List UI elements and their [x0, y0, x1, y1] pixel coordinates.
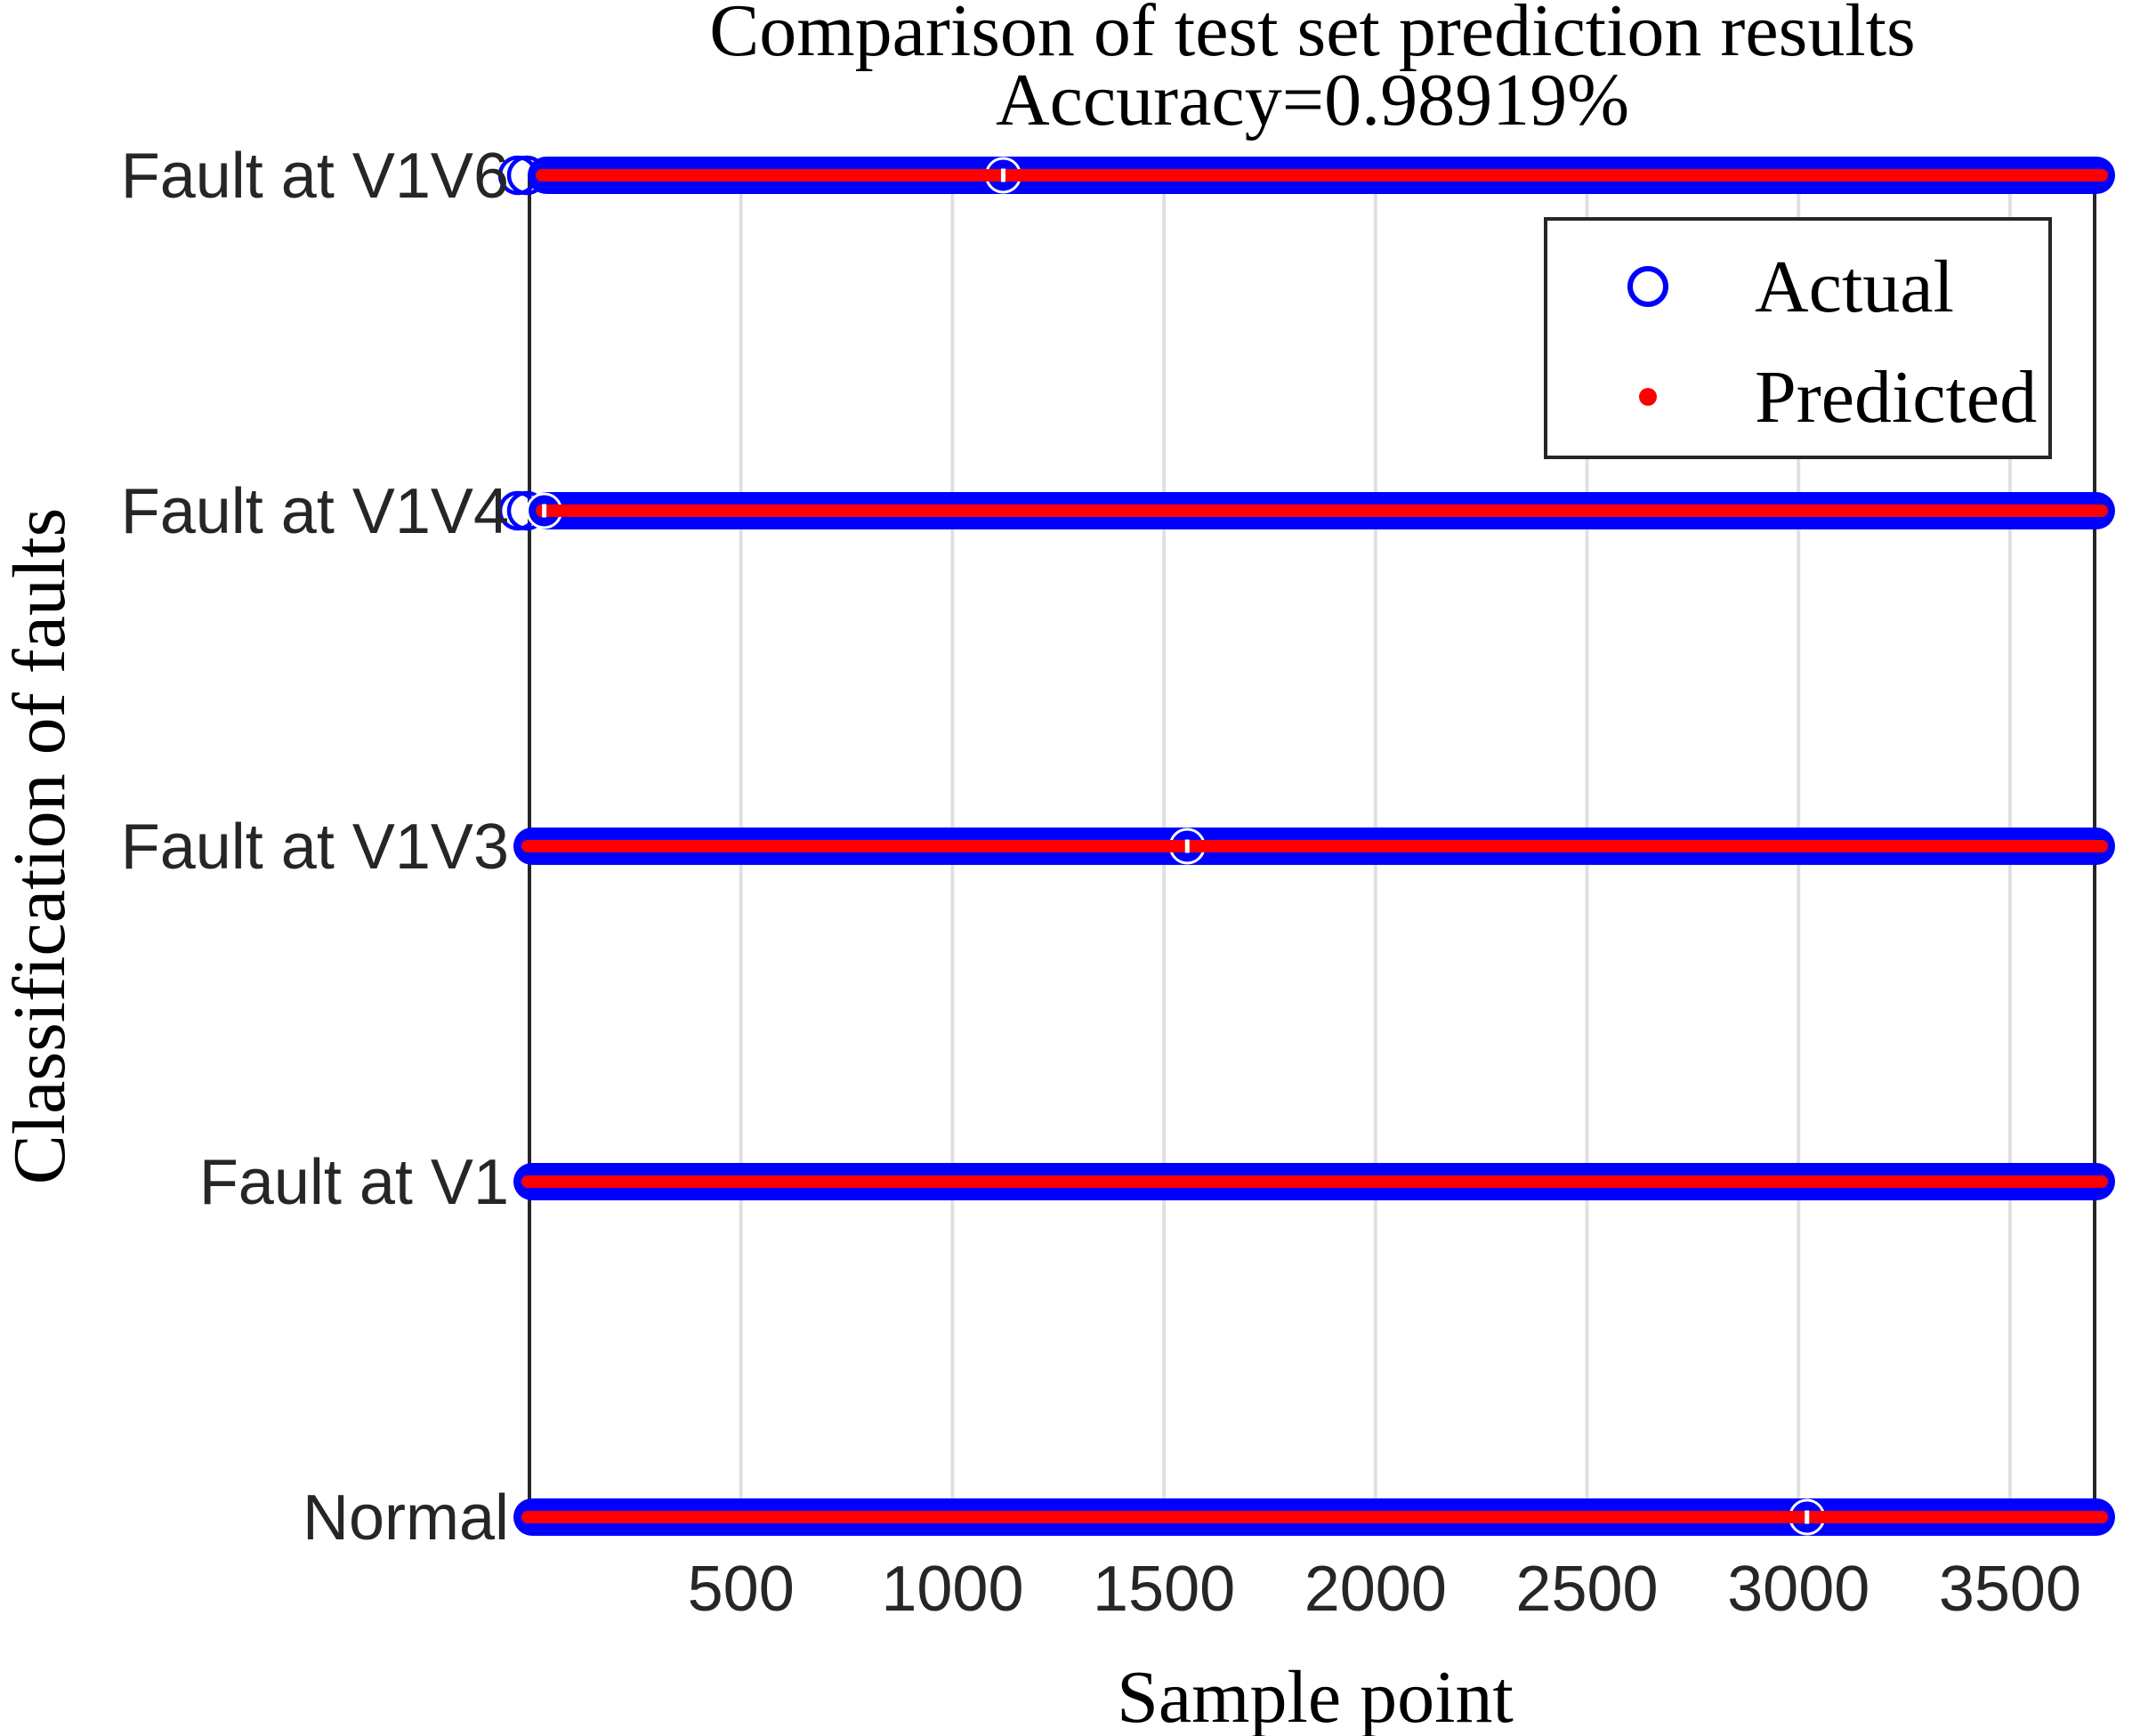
x-tick-label: 1500	[1093, 1554, 1235, 1625]
chart-subtitle: Accuracy=0.98919%	[996, 59, 1629, 141]
legend-box	[1544, 217, 2052, 459]
band-gap-slit	[1000, 168, 1005, 182]
legend-predicted-marker-icon	[1639, 388, 1657, 406]
y-tick-labels: Normal Fault at V1 Fault at V1V3 Fault at V…	[121, 141, 509, 1554]
x-tick-label: 1000	[881, 1554, 1023, 1625]
band-gap-slit	[1805, 1510, 1810, 1524]
x-tick-label: 3000	[1727, 1554, 1869, 1625]
legend-label-actual: Actual	[1755, 246, 1954, 328]
legend-label-predicted: Predicted	[1755, 356, 2037, 439]
predicted-series-band	[521, 1511, 2108, 1523]
y-tick-label: Normal	[303, 1482, 509, 1554]
band-gap-slit	[542, 504, 547, 518]
legend: Actual Predicted	[1544, 217, 2052, 459]
x-tick-label: 2500	[1515, 1554, 1658, 1625]
x-tick-label: 3500	[1939, 1554, 2081, 1625]
predicted-series-band	[521, 840, 2108, 852]
x-tick-label: 2000	[1304, 1554, 1447, 1625]
predicted-series-band	[536, 505, 2108, 517]
data-bands	[497, 155, 2115, 1536]
y-tick-label: Fault at V1V4	[121, 476, 509, 547]
legend-actual-marker-icon	[1627, 266, 1668, 307]
y-tick-label: Fault at V1	[199, 1147, 509, 1218]
x-tick-labels: 500 1000 1500 2000 2500 3000 3500	[688, 1554, 2081, 1625]
y-tick-label: Fault at V1V3	[121, 811, 509, 883]
y-tick-label: Fault at V1V6	[121, 141, 509, 212]
x-tick-label: 500	[688, 1554, 795, 1625]
band-gap-slit	[1184, 839, 1190, 853]
chart-title: Comparison of test set prediction result…	[709, 0, 1915, 72]
predicted-series-band	[536, 169, 2108, 182]
y-axis-label: Classification of faults	[0, 508, 81, 1185]
predicted-series-band	[521, 1175, 2108, 1188]
x-axis-label: Sample point	[1117, 1656, 1514, 1736]
